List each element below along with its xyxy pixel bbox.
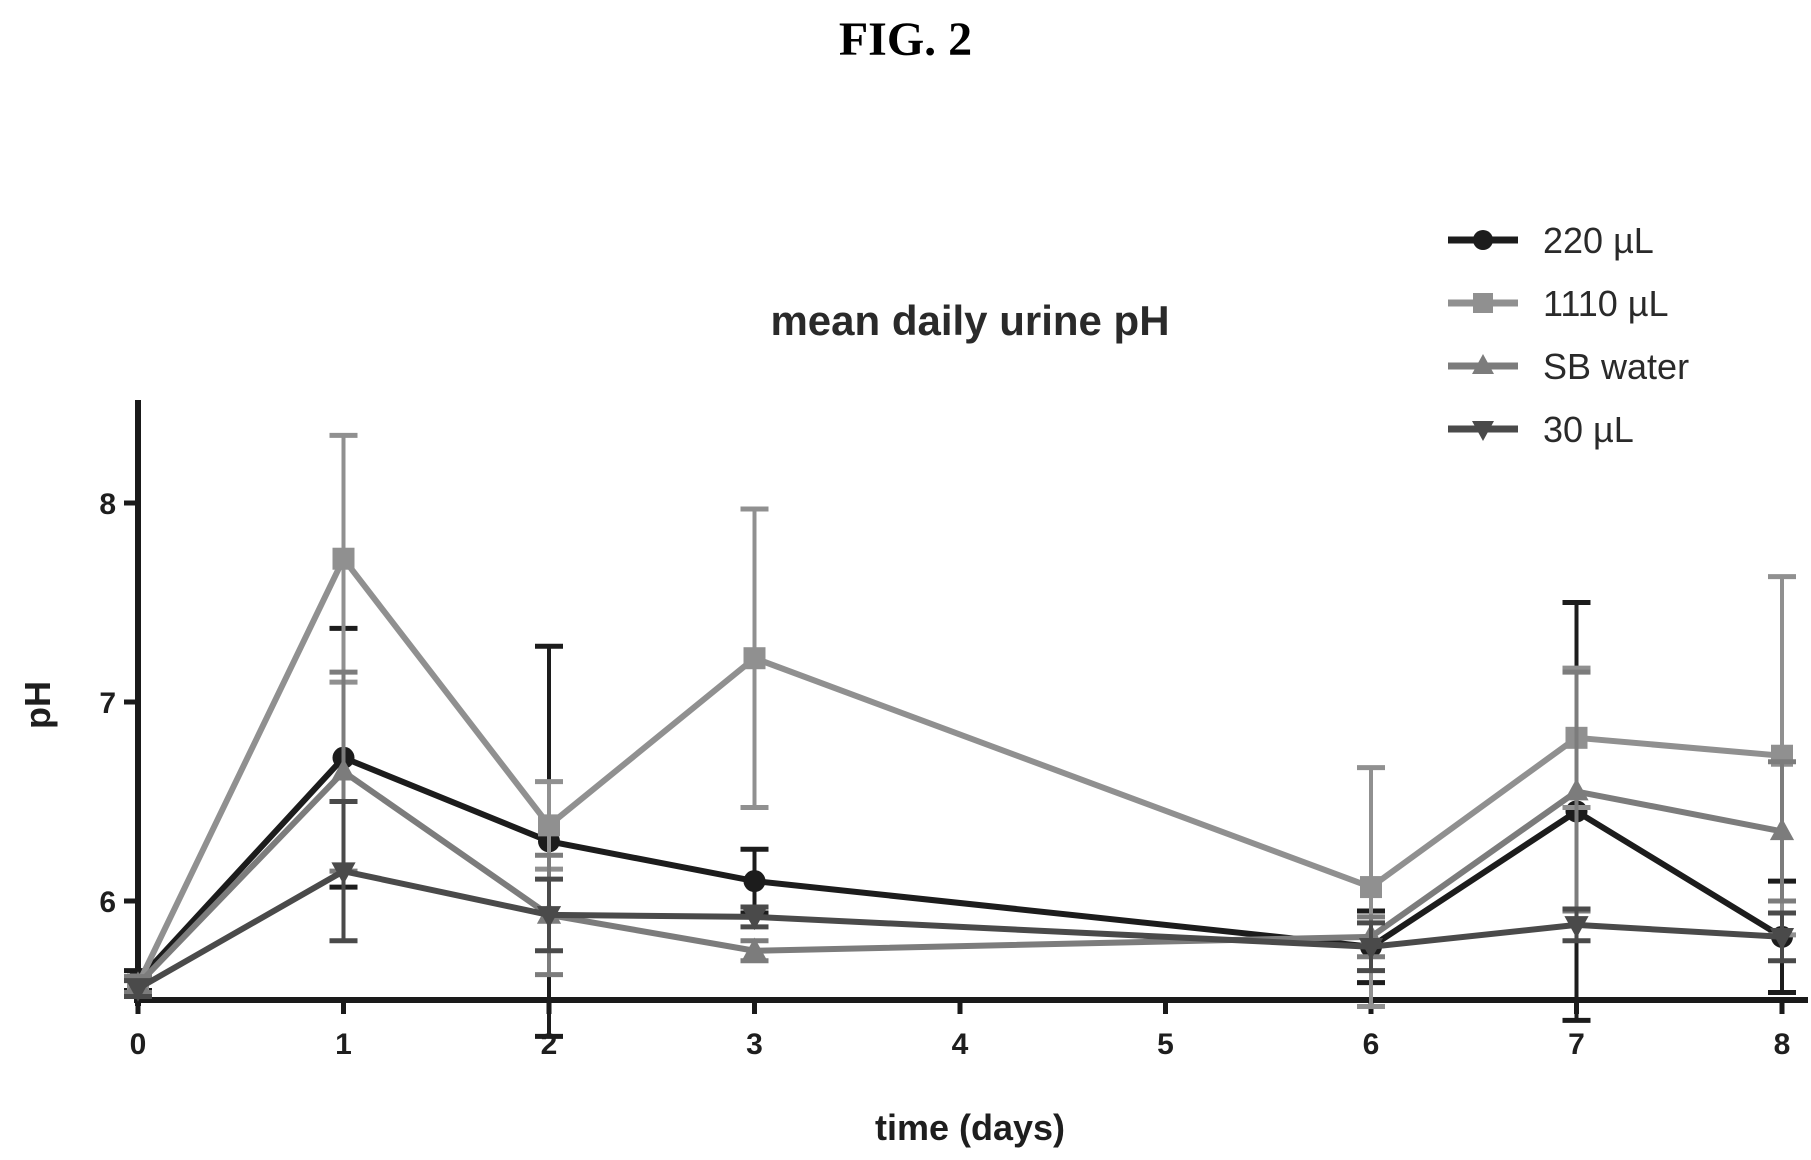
legend-label: 30 µL xyxy=(1543,409,1634,450)
data-point xyxy=(332,547,355,570)
series-2 xyxy=(124,669,1796,996)
series-3 xyxy=(124,799,1796,1002)
series-0 xyxy=(124,600,1796,1039)
data-point xyxy=(1360,876,1382,899)
y-tick-label: 8 xyxy=(99,488,116,521)
legend-item: SB water xyxy=(1448,346,1689,387)
legend-label: 1110 µL xyxy=(1543,283,1669,324)
x-tick-label: 0 xyxy=(130,1028,147,1061)
legend-label: SB water xyxy=(1543,346,1689,387)
data-point xyxy=(536,906,562,929)
y-tick-label: 7 xyxy=(99,687,116,720)
data-point xyxy=(1769,818,1795,841)
data-point xyxy=(1564,916,1589,939)
legend-label: 220 µL xyxy=(1543,220,1654,261)
figure-label: FIG. 2 xyxy=(838,13,973,66)
series-layer xyxy=(124,432,1796,1039)
data-point xyxy=(331,758,356,781)
data-point xyxy=(331,862,356,885)
y-tick-label: 6 xyxy=(99,886,116,919)
data-point xyxy=(538,814,560,837)
x-tick-label: 5 xyxy=(1157,1028,1174,1061)
data-point xyxy=(743,870,766,893)
x-axis-label: time (days) xyxy=(875,1107,1065,1148)
x-tick-label: 3 xyxy=(746,1028,763,1061)
legend-item: 30 µL xyxy=(1448,409,1634,450)
data-point xyxy=(125,979,151,1002)
x-tick-label: 1 xyxy=(335,1028,352,1061)
series-line xyxy=(136,868,1783,992)
legend-swatch-marker xyxy=(1472,354,1494,374)
legend-item: 1110 µL xyxy=(1448,283,1669,324)
chart-title: mean daily urine pH xyxy=(770,297,1169,344)
legend: 220 µL 1110 µL SB water 30 µL xyxy=(1448,220,1689,450)
data-point xyxy=(742,908,767,931)
x-tick-label: 4 xyxy=(952,1028,969,1061)
data-point xyxy=(1358,937,1384,960)
series-1 xyxy=(124,432,1796,1009)
legend-swatch-marker xyxy=(1473,230,1493,250)
x-tick-label: 7 xyxy=(1568,1028,1585,1061)
legend-swatch-marker xyxy=(1473,293,1493,313)
data-point xyxy=(742,937,767,960)
data-point xyxy=(1564,778,1589,801)
data-point xyxy=(743,647,766,670)
x-tick-label: 6 xyxy=(1363,1028,1380,1061)
y-axis-label: pH xyxy=(17,681,58,729)
data-point xyxy=(1769,928,1795,951)
x-tick-label: 8 xyxy=(1774,1028,1791,1061)
legend-item: 220 µL xyxy=(1448,220,1654,261)
legend-swatch-marker xyxy=(1472,421,1494,441)
